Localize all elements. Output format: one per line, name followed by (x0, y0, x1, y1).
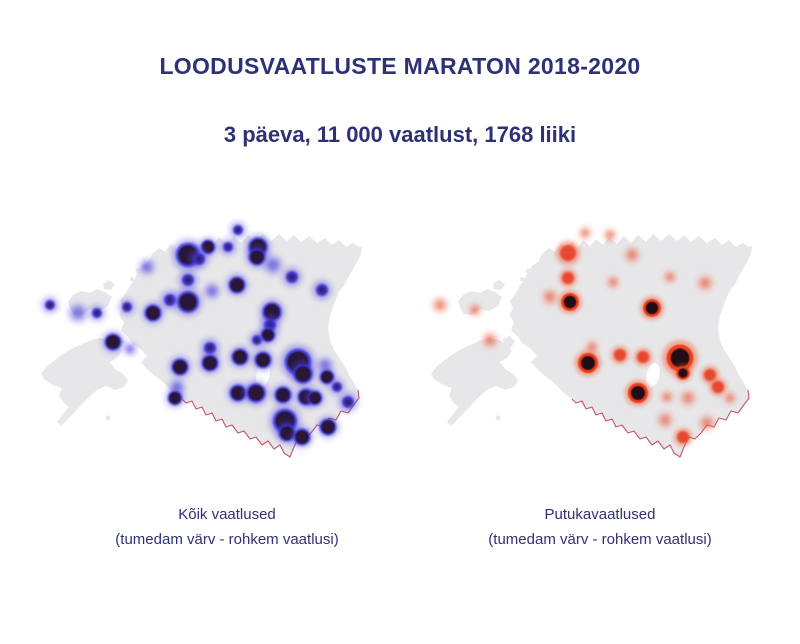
observation-dot (468, 303, 482, 317)
observation-dots-layer (432, 226, 737, 447)
observation-dot (141, 301, 165, 325)
vormsi-island (493, 280, 505, 290)
estonia-map-insect-observations (431, 226, 752, 458)
observation-dot (118, 298, 136, 316)
observation-dot (542, 289, 558, 305)
observation-dot (242, 379, 270, 407)
map-caption-title: Kõik vaatlused (178, 506, 276, 523)
observation-dot (271, 383, 295, 407)
observation-dot (228, 345, 252, 369)
observation-dot (258, 325, 278, 345)
observation-dot (88, 304, 106, 322)
observation-dot (219, 238, 237, 256)
observation-dot (311, 279, 333, 301)
observation-dot (657, 412, 673, 428)
observation-dot (262, 254, 284, 276)
map-caption-title: Putukavaatlused (544, 506, 656, 523)
observation-dot (203, 282, 221, 300)
observation-dot (101, 330, 125, 354)
islet (105, 415, 111, 421)
observation-dot (225, 273, 249, 297)
observation-dot (138, 258, 156, 276)
saaremaa-island (431, 338, 518, 426)
observation-dot (165, 388, 185, 408)
observation-dot (67, 302, 89, 324)
islet (130, 277, 134, 281)
observation-dot (229, 221, 247, 239)
observation-dot (574, 349, 602, 377)
observation-dot (674, 364, 692, 382)
observation-dot (633, 347, 653, 367)
lake-vortsjarv (646, 363, 660, 387)
observation-dot (168, 355, 192, 379)
observation-dot (640, 296, 664, 320)
observation-dot (606, 275, 620, 289)
observation-dot (723, 391, 737, 405)
observation-dot (316, 415, 340, 439)
observation-dot (41, 296, 59, 314)
observation-dot (673, 427, 693, 447)
observation-dot (708, 377, 728, 397)
observation-dot (123, 342, 137, 356)
southern-border-line (571, 389, 750, 458)
observation-dot (697, 275, 713, 291)
observation-dot (603, 228, 617, 242)
islet (525, 268, 531, 274)
observation-dot (317, 367, 337, 387)
observation-dot (245, 245, 269, 269)
observation-dot (188, 248, 210, 270)
observation-dot (328, 378, 346, 396)
observation-dots-layer (41, 221, 359, 449)
islet (520, 277, 524, 281)
observation-dot (558, 290, 582, 314)
map-caption-insect-observations: Putukavaatlused (tumedam värv - rohkem v… (405, 502, 795, 552)
observation-dot (482, 332, 498, 348)
observation-dot (226, 381, 250, 405)
observation-dot (624, 247, 640, 263)
observation-dot (578, 226, 592, 240)
observation-dot (660, 390, 674, 404)
observation-dot (281, 266, 303, 288)
observation-dot (173, 287, 203, 317)
observation-dot (624, 379, 652, 407)
observation-dot (290, 425, 314, 449)
page-subtitle: 3 päeva, 11 000 vaatlust, 1768 liiki (223, 122, 577, 147)
vormsi-island (103, 280, 115, 290)
observation-dot (289, 360, 317, 388)
observation-dot (699, 415, 715, 431)
observation-dot (305, 388, 325, 408)
observation-dot (555, 240, 581, 266)
observation-dot (558, 268, 578, 288)
estonia-map-all-observations (41, 221, 362, 458)
observation-dot (432, 297, 448, 313)
observation-dot (663, 270, 677, 284)
map-caption-all-observations: Kõik vaatlused (tumedam värv - rohkem va… (32, 502, 422, 552)
observation-dot (251, 348, 275, 372)
map-caption-note: (tumedam värv - rohkem vaatlusi) (115, 531, 339, 548)
islet (495, 415, 501, 421)
observation-dot (337, 391, 359, 413)
observation-dot (680, 390, 696, 406)
observation-dot (177, 269, 199, 291)
observation-dot (198, 351, 222, 375)
observation-dot (610, 345, 630, 365)
page-title: LOODUSVAATLUSTE MARATON 2018-2020 (159, 53, 641, 79)
map-caption-note: (tumedam värv - rohkem vaatlusi) (488, 531, 712, 548)
observation-dot (662, 340, 698, 376)
saaremaa-island (41, 338, 128, 426)
